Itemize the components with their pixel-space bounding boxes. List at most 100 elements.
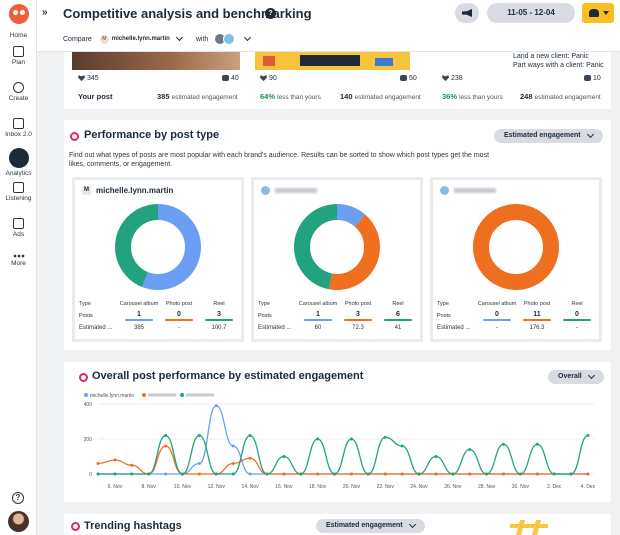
data-point[interactable] (248, 472, 252, 476)
legend-marker[interactable] (142, 393, 146, 397)
data-point[interactable] (316, 472, 320, 476)
data-point[interactable] (96, 472, 100, 476)
data-point[interactable] (383, 435, 387, 439)
data-point[interactable] (164, 434, 168, 437)
nav-item-home[interactable]: Home (0, 30, 37, 39)
post-engagement: 248 estimated engagement (520, 92, 601, 101)
account-select[interactable]: michelle.lynn.martin (111, 36, 170, 42)
data-point[interactable] (113, 458, 117, 462)
data-point[interactable] (485, 472, 489, 476)
nav-item-create[interactable]: Create (0, 82, 37, 102)
comments-stat: 10 (584, 75, 601, 82)
nav-item-more[interactable]: More (0, 254, 37, 267)
pct-text: less than yours (277, 94, 321, 101)
donut-slice-photo-post[interactable] (473, 204, 559, 290)
nav-item-inbox-2-0[interactable]: Inbox 2.0 (0, 118, 37, 138)
data-point[interactable] (130, 472, 134, 476)
help-icon[interactable]: ? (12, 492, 24, 504)
estimated-value: 385 (133, 325, 144, 331)
data-point[interactable] (468, 472, 472, 476)
data-point[interactable] (231, 472, 235, 476)
donut-slice-reel[interactable] (294, 204, 380, 290)
overall-filter-dropdown[interactable]: Overall (548, 370, 604, 384)
data-point[interactable] (417, 472, 421, 476)
legend-marker[interactable] (180, 393, 184, 397)
data-point[interactable] (434, 455, 438, 458)
data-point[interactable] (586, 472, 590, 476)
help-icon[interactable]: ? (265, 8, 276, 19)
data-point[interactable] (248, 456, 252, 460)
data-point[interactable] (265, 472, 269, 476)
data-point[interactable] (248, 434, 252, 437)
legend-marker[interactable] (84, 393, 88, 397)
data-point[interactable] (468, 448, 472, 451)
top-posts-card: Land a new client: Panic Part ways with … (64, 52, 611, 109)
posts-count: 0 (477, 311, 517, 321)
data-point[interactable] (552, 472, 556, 476)
data-point[interactable] (349, 472, 353, 476)
data-point[interactable] (333, 472, 337, 476)
data-point[interactable] (214, 472, 218, 476)
series-line-1[interactable] (97, 445, 588, 475)
data-point[interactable] (164, 472, 168, 476)
data-point[interactable] (282, 455, 286, 458)
sort-dropdown[interactable]: Estimated engagement (494, 129, 603, 143)
brand-name-redacted (275, 188, 317, 193)
data-point[interactable] (282, 472, 286, 476)
data-point[interactable] (231, 444, 235, 448)
data-point[interactable] (518, 472, 522, 476)
post-summary: Your post (78, 92, 112, 101)
data-point[interactable] (586, 434, 590, 437)
chevron-down-icon[interactable] (175, 33, 183, 42)
table-header-row: Type Carousel album Photo post Reel (79, 298, 239, 310)
data-point[interactable] (400, 472, 404, 476)
data-point[interactable] (451, 472, 455, 476)
expand-sidebar-icon[interactable]: » (42, 7, 48, 18)
donut-slice-reel[interactable] (115, 204, 201, 290)
data-point[interactable] (180, 472, 184, 476)
series-line-0[interactable] (98, 405, 588, 475)
data-point[interactable] (349, 437, 353, 441)
data-point[interactable] (366, 472, 370, 476)
data-point[interactable] (434, 472, 438, 476)
competitor-avatars[interactable] (214, 33, 238, 45)
data-point[interactable] (113, 472, 117, 476)
data-point[interactable] (535, 472, 539, 476)
data-point[interactable] (400, 444, 404, 448)
post-thumbnail[interactable] (72, 52, 240, 70)
data-point[interactable] (535, 442, 539, 446)
post-thumbnail[interactable] (255, 52, 410, 70)
estimated-value: - (178, 325, 180, 331)
owl-logo-icon[interactable] (9, 4, 29, 24)
megaphone-button[interactable] (455, 3, 479, 23)
chevron-down-icon[interactable] (244, 33, 252, 42)
column-header: Reel (571, 301, 583, 307)
series-line-2[interactable] (98, 434, 589, 475)
posts-value: 11 (533, 311, 541, 318)
sort-dropdown[interactable]: Estimated engagement (316, 519, 425, 533)
data-point[interactable] (197, 434, 201, 437)
data-point[interactable] (569, 472, 573, 476)
data-point[interactable] (197, 462, 201, 465)
nav-item-analytics[interactable]: Analytics (0, 148, 37, 177)
nav-item-ads[interactable]: Ads (0, 218, 37, 238)
data-point[interactable] (197, 472, 201, 476)
data-point[interactable] (214, 404, 218, 408)
data-point[interactable] (502, 472, 506, 476)
avatar[interactable] (8, 511, 29, 532)
legend-label[interactable]: michelle.lynn.martin (90, 393, 134, 399)
data-point[interactable] (231, 462, 235, 465)
date-range-button[interactable]: 11-05 - 12-04 (487, 3, 575, 23)
data-point[interactable] (299, 472, 303, 476)
data-point[interactable] (164, 444, 168, 448)
donut-slice-photo-post[interactable] (294, 204, 380, 290)
nav-item-plan[interactable]: Plan (0, 46, 37, 66)
export-button[interactable] (582, 3, 614, 23)
data-point[interactable] (130, 463, 134, 467)
data-point[interactable] (502, 442, 506, 446)
data-point[interactable] (147, 472, 151, 476)
data-point[interactable] (96, 462, 100, 465)
data-point[interactable] (316, 437, 320, 441)
data-point[interactable] (383, 472, 387, 476)
nav-item-listening[interactable]: Listening (0, 182, 37, 202)
